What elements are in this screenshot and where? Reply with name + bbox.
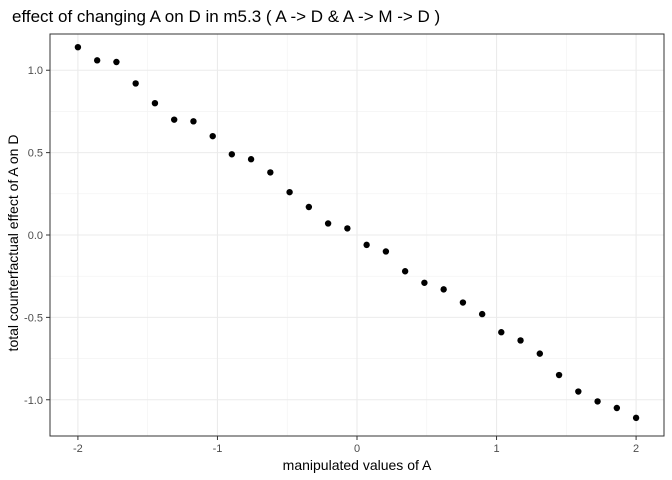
data-point [594, 398, 601, 405]
y-tick-label: 1.0 [28, 65, 43, 77]
data-point [401, 268, 409, 275]
data-point [74, 43, 82, 51]
data-points [74, 43, 640, 422]
data-point [209, 132, 216, 140]
data-point [575, 388, 582, 395]
x-tick-label: 2 [633, 443, 639, 455]
y-tick-label: -0.5 [24, 312, 43, 324]
data-point [459, 299, 467, 306]
y-tick-label: 0.5 [28, 148, 43, 160]
data-point [132, 80, 139, 87]
data-point [170, 116, 178, 123]
data-point [517, 337, 524, 344]
x-tick-label: -1 [213, 443, 223, 455]
data-point [344, 225, 351, 232]
major-gridlines [50, 34, 664, 436]
data-point [267, 169, 274, 176]
data-point [555, 371, 563, 379]
y-axis-title: total counterfactual effect of A on D [5, 135, 21, 352]
y-axis-ticks: -1.0 -0.5 0.0 0.5 1.0 [24, 65, 50, 407]
data-point [382, 248, 390, 255]
data-point [440, 286, 447, 293]
data-point [363, 241, 370, 249]
data-point [190, 118, 197, 125]
x-axis-title: manipulated values of A [283, 457, 432, 473]
data-point [305, 203, 313, 211]
x-tick-label: 0 [354, 443, 360, 455]
data-point [613, 404, 621, 412]
x-axis-ticks: -2 -1 0 1 2 [73, 436, 639, 455]
data-point [228, 151, 236, 158]
data-point [536, 350, 544, 357]
data-point [478, 310, 486, 318]
data-point [421, 279, 428, 286]
y-tick-label: -1.0 [24, 395, 43, 407]
data-point [151, 99, 159, 107]
x-tick-label: 1 [493, 443, 499, 455]
data-point [286, 188, 293, 196]
data-point [113, 58, 120, 66]
data-point [93, 57, 101, 64]
data-point [247, 156, 255, 163]
chart-title: effect of changing A on D in m5.3 ( A ->… [12, 7, 440, 26]
data-point [498, 329, 505, 336]
data-point [632, 414, 640, 422]
x-tick-label: -2 [73, 443, 83, 455]
data-point [324, 220, 332, 227]
y-tick-label: 0.0 [28, 230, 43, 242]
